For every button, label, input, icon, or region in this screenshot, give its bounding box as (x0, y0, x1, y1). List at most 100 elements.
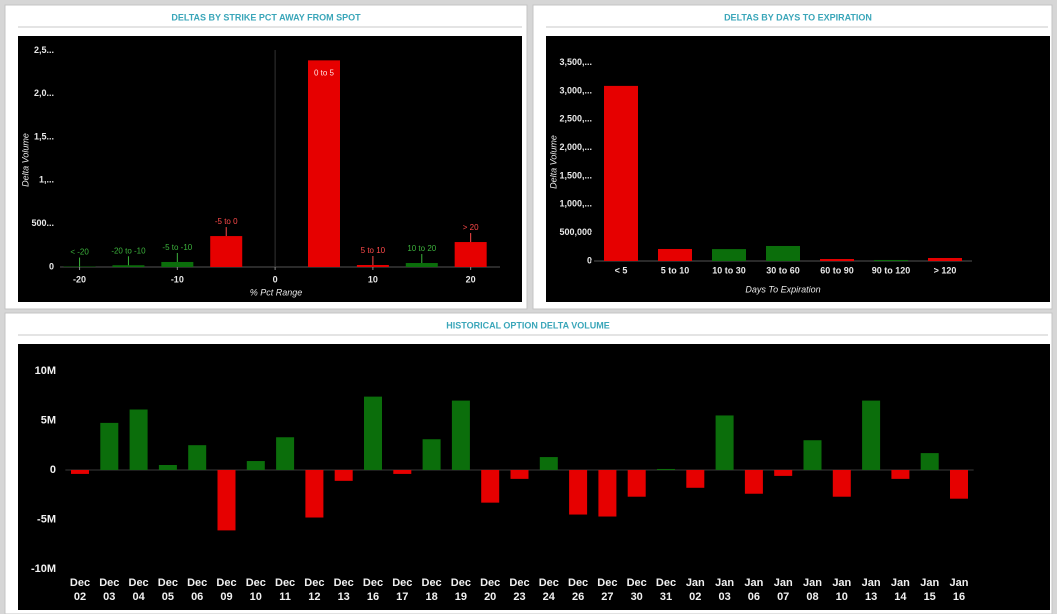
x-tick-label: 10 (836, 591, 848, 603)
x-tick-label: 12 (308, 591, 320, 603)
x-tick-label: 05 (162, 591, 174, 603)
bar (100, 422, 119, 470)
x-tick-label: 24 (543, 591, 556, 603)
bar (744, 469, 763, 494)
y-tick-label: 10M (35, 365, 56, 377)
x-tick-label: Jan (891, 577, 910, 589)
x-tick-label: Dec (246, 577, 266, 589)
x-tick-label: Jan (715, 577, 734, 589)
x-tick-label: 20 (466, 274, 476, 284)
chart-title: DELTAS BY STRIKE PCT AWAY FROM SPOT (171, 12, 361, 22)
x-tick-label: Jan (774, 577, 793, 589)
bar (715, 415, 734, 470)
x-tick-label: Dec (451, 577, 471, 589)
bar (658, 248, 692, 261)
bar (891, 469, 910, 479)
x-tick-label: 03 (718, 591, 730, 603)
y-tick-label: 1,... (39, 175, 54, 185)
bar (950, 469, 968, 499)
bar (481, 469, 500, 503)
bar (308, 60, 340, 267)
x-tick-label: 10 (250, 591, 262, 603)
x-tick-label: 30 to 60 (766, 265, 800, 275)
x-tick-label: Dec (656, 577, 676, 589)
y-axis-title: Delta Volume (548, 135, 558, 189)
bar (71, 469, 89, 474)
y-tick-label: 0 (50, 464, 56, 476)
bar (188, 445, 207, 470)
x-tick-label: Jan (744, 577, 763, 589)
x-tick-label: 14 (894, 591, 907, 603)
x-tick-label: 15 (924, 591, 936, 603)
bar (305, 469, 324, 518)
bar (539, 457, 558, 470)
bar (928, 257, 962, 261)
x-tick-label: 30 (631, 591, 643, 603)
x-tick-label: 10 (368, 274, 378, 284)
data-label: -20 to -10 (111, 246, 146, 255)
bar (129, 409, 148, 470)
x-tick-label: 13 (338, 591, 350, 603)
data-label: -5 to -10 (162, 243, 192, 252)
x-axis-title: Days To Expiration (745, 284, 820, 294)
x-tick-label: 19 (455, 591, 467, 603)
x-tick-label: Dec (568, 577, 588, 589)
bar (276, 437, 295, 470)
x-tick-label: Dec (480, 577, 500, 589)
x-tick-label: 08 (806, 591, 818, 603)
bar (712, 249, 746, 261)
x-tick-label: Dec (627, 577, 647, 589)
x-tick-label: Dec (392, 577, 412, 589)
x-tick-label: Dec (304, 577, 324, 589)
x-tick-label: 07 (777, 591, 789, 603)
data-label: -5 to 0 (215, 217, 238, 226)
x-tick-label: 5 to 10 (661, 265, 690, 275)
x-tick-label: 09 (220, 591, 232, 603)
x-tick-label: 06 (748, 591, 760, 603)
bar (803, 440, 822, 470)
y-tick-label: 1,5... (34, 131, 54, 141)
x-tick-label: Dec (422, 577, 442, 589)
x-tick-label: 03 (103, 591, 115, 603)
x-axis-title: % Pct Range (250, 287, 303, 297)
bar (356, 265, 389, 267)
x-tick-label: 02 (74, 591, 86, 603)
bar (820, 259, 854, 261)
bar (569, 469, 588, 515)
x-tick-label: 17 (396, 591, 408, 603)
bar (920, 453, 939, 470)
x-tick-label: Dec (99, 577, 119, 589)
x-tick-label: Jan (950, 577, 969, 589)
bar (774, 469, 793, 476)
y-tick-label: 0 (587, 255, 592, 265)
y-tick-label: 500... (31, 218, 54, 228)
y-axis-title: Delta Volume (20, 133, 30, 187)
bar (451, 400, 470, 470)
bar (686, 469, 705, 488)
x-tick-label: Jan (832, 577, 851, 589)
y-tick-label: -10M (31, 563, 56, 575)
y-tick-label: 500,000 (559, 227, 592, 237)
bar (766, 245, 800, 261)
x-tick-label: 26 (572, 591, 584, 603)
data-label: < -20 (70, 248, 89, 257)
y-tick-label: 0 (49, 261, 54, 271)
x-tick-label: 90 to 120 (872, 265, 911, 275)
x-tick-label: 13 (865, 591, 877, 603)
data-label: > 20 (463, 223, 479, 232)
bar (657, 468, 675, 470)
x-tick-label: Dec (70, 577, 90, 589)
bar (217, 469, 236, 531)
bar (862, 400, 881, 470)
y-tick-label: 3,000,... (559, 85, 592, 95)
data-label: 10 to 20 (407, 244, 436, 253)
bar (832, 469, 851, 497)
y-tick-label: -5M (37, 513, 56, 525)
x-tick-label: Jan (686, 577, 705, 589)
bar (246, 461, 265, 470)
x-tick-label: > 120 (934, 265, 957, 275)
bar (405, 263, 438, 267)
x-tick-label: Dec (216, 577, 236, 589)
x-tick-label: 16 (367, 591, 379, 603)
